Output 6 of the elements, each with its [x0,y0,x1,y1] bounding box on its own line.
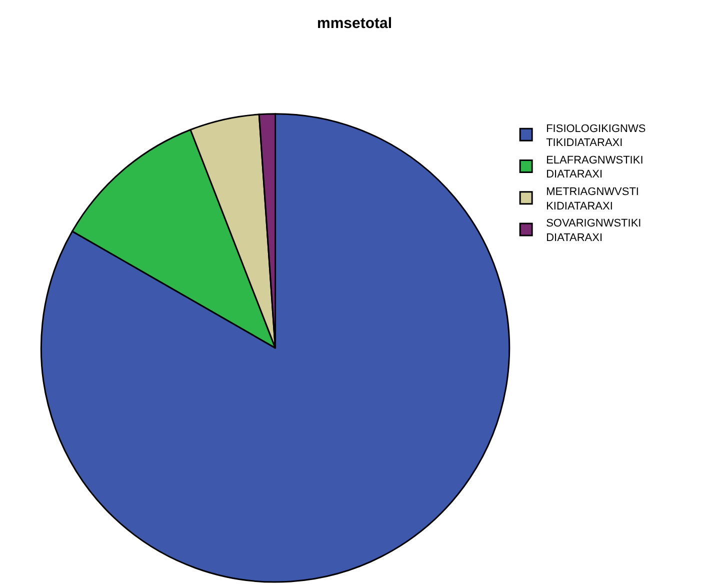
pie-slice [40,113,510,582]
legend-label: FISIOLOGIKIGNWS TIKIDIATARAXI [546,122,646,150]
legend-label: SOVARIGNWSTIKI DIATARAXI [546,218,642,244]
legend-label: METRIAGNWVSTI KIDIATARAXI [546,186,639,212]
chart-title: mmsetotal [316,15,392,32]
legend-label: ELAFRAGNWSTIKI DIATARAXI [546,154,644,181]
